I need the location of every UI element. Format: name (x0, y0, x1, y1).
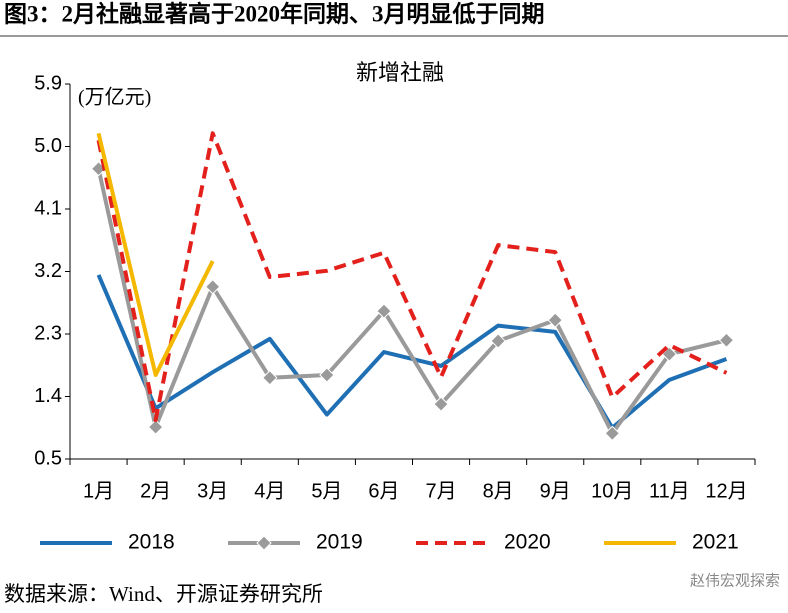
marker (376, 303, 392, 319)
marker (147, 419, 164, 435)
x-tick-label: 9月 (540, 480, 571, 502)
y-label: (万亿元) (78, 86, 151, 109)
legend-label: 2018 (128, 531, 175, 554)
y-tick-label: 1.4 (34, 385, 62, 407)
y-tick-label: 2.3 (34, 322, 62, 344)
marker (547, 312, 563, 328)
x-tick-label: 2月 (140, 480, 171, 502)
marker (718, 332, 735, 348)
x-tick-label: 10月 (591, 480, 633, 502)
source: 数据来源：Wind、开源证券研究所 (4, 582, 323, 606)
series-line (96, 168, 727, 436)
y-tick-label: 5.9 (34, 72, 62, 94)
y-tick-label: 5.0 (34, 135, 62, 157)
x-tick-label: 11月 (649, 480, 690, 502)
figure-title: 图3：2月社融显著高于2020年同期、3月明显低于同期 (4, 0, 545, 26)
x-tick-label: 3月 (197, 480, 228, 502)
x-tick-label: 5月 (311, 480, 342, 502)
y-tick-label: 4.1 (34, 197, 62, 219)
x-tick-label: 7月 (425, 480, 456, 502)
legend-label: 2019 (316, 531, 363, 554)
legend-marker (256, 535, 272, 551)
legend-label: 2020 (504, 531, 551, 554)
marker (319, 367, 335, 383)
marker (262, 370, 278, 386)
x-tick-label: 1月 (83, 480, 114, 502)
marker (433, 396, 449, 412)
chart-title: 新增社融 (356, 60, 444, 85)
y-tick-label: 0.5 (34, 447, 62, 469)
x-tick-label: 6月 (368, 480, 399, 502)
series-line (96, 132, 215, 377)
x-tick-label: 8月 (483, 480, 514, 502)
legend-label: 2021 (692, 531, 739, 554)
y-tick-label: 3.2 (34, 260, 62, 282)
marker (205, 279, 221, 295)
x-tick-label: 12月 (705, 480, 747, 502)
x-tick-label: 4月 (254, 480, 285, 502)
series-line (96, 131, 728, 423)
watermark: 赵伟宏观探索 (690, 572, 780, 589)
marker (490, 333, 506, 349)
marker (604, 425, 620, 442)
